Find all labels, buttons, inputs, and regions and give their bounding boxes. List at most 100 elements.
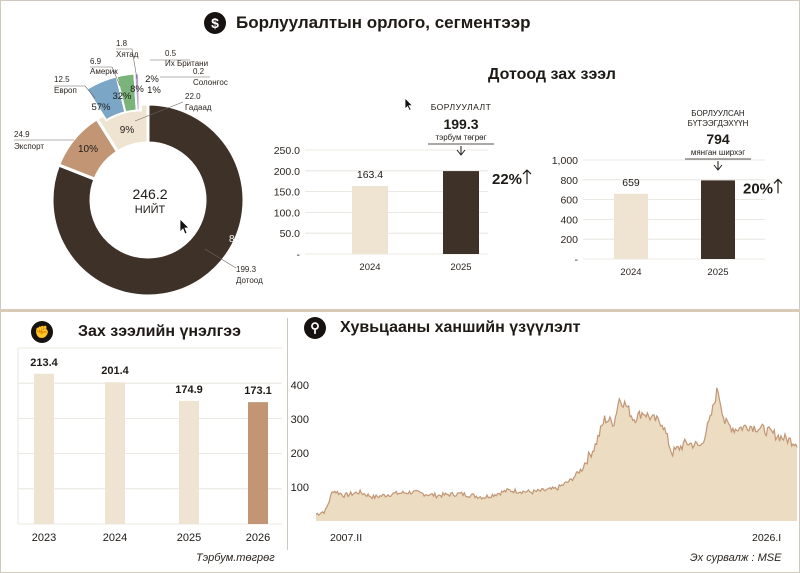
sales-highlight-value: 199.3: [443, 116, 478, 132]
bar: [701, 180, 735, 259]
donut-center-value: 246.2: [132, 186, 168, 202]
search-icon: ⚲: [304, 317, 326, 339]
y-tick-label: 300: [291, 414, 309, 426]
callout-leader: [54, 85, 96, 99]
callout-value: 0.5: [165, 49, 177, 58]
bar: [34, 373, 54, 524]
column-divider: [287, 318, 288, 550]
cursor-icon: [179, 218, 190, 235]
y-tick-label: 150.0: [274, 187, 300, 199]
callout-value: 12.5: [54, 75, 70, 84]
y-tick-label: 800: [560, 175, 578, 187]
fist-icon: ✊: [31, 321, 53, 343]
data-source: Эх сурвалж : MSE: [690, 552, 782, 564]
y-tick-label: 200: [291, 448, 309, 460]
callout-leader: [90, 66, 121, 87]
arrow-up-icon: [773, 178, 783, 194]
units-unit: мянган ширхэг: [691, 148, 745, 157]
callout-name: Америк: [90, 67, 118, 76]
bar-value-label: 213.4: [30, 357, 58, 369]
page-title: Борлуулалтын орлого, сегментээр: [236, 13, 531, 32]
donut-pct-label: 9%: [120, 125, 135, 136]
x-tick-label: 2024: [359, 262, 380, 273]
y-tick-label: 200: [560, 234, 578, 246]
donut-pct-label: 10%: [78, 144, 98, 155]
area-fill: [316, 387, 797, 521]
x-tick-label: 2025: [450, 262, 471, 273]
sales-unit: тэрбум төгрөг: [435, 133, 486, 142]
units-label-2: БҮТЭЭГДЭХҮҮН: [688, 119, 749, 128]
x-tick-label: 2024: [103, 532, 127, 544]
bar-value-label: 659: [622, 177, 640, 189]
growth-label: 20%: [743, 180, 773, 197]
callout-name: Солонгос: [193, 78, 228, 87]
donut-sub-pct-label: 1%: [147, 85, 161, 96]
x-tick-label: 2025: [177, 532, 201, 544]
callout-name: Гадаад: [185, 103, 212, 112]
arrow-down-icon: [456, 146, 466, 156]
callout-value: 199.3: [236, 265, 257, 274]
donut-sub-pct-label: 2%: [145, 74, 159, 85]
bar-value-label: 174.9: [175, 384, 203, 396]
y-tick-label: -: [575, 254, 579, 266]
x-tick-label: 2023: [32, 532, 56, 544]
dollar-icon: $: [204, 12, 226, 34]
y-tick-label: 100.0: [274, 207, 300, 219]
arrow-up-icon: [522, 169, 532, 185]
bar: [179, 400, 199, 524]
donut-center-label: НИЙТ: [134, 204, 166, 216]
donut-pct-label: 81%: [229, 234, 249, 245]
cursor-icon: [404, 97, 414, 112]
callout-value: 22.0: [185, 92, 201, 101]
callout-leader: [204, 248, 237, 269]
x-tick-label: 2026.I: [752, 532, 781, 544]
callout-leader: [116, 48, 138, 80]
bar: [248, 402, 268, 524]
y-tick-label: 50.0: [280, 228, 301, 240]
bar: [614, 193, 648, 259]
market-value-unit: Тэрбум.төгрөг: [196, 552, 275, 564]
bar-value-label: 201.4: [101, 365, 129, 377]
y-tick-label: 1,000: [552, 155, 578, 167]
y-tick-label: -: [297, 249, 301, 261]
y-tick-label: 200.0: [274, 166, 300, 178]
domestic-market-title: Дотоод зах зээл: [488, 66, 616, 83]
x-tick-label: 2024: [620, 267, 641, 278]
sales-label: БОРЛУУЛАЛТ: [431, 102, 492, 112]
bar: [352, 186, 388, 254]
bar-value-label: 173.1: [244, 385, 272, 397]
growth-label: 22%: [492, 171, 522, 188]
callout-name: Их Британи: [165, 59, 208, 68]
callout-value: 6.9: [90, 57, 102, 66]
price-line: [315, 387, 798, 516]
x-tick-label: 2026: [246, 532, 270, 544]
bar: [443, 171, 479, 254]
units-highlight-value: 794: [706, 131, 730, 147]
y-tick-label: 250.0: [274, 145, 300, 157]
y-tick-label: 100: [291, 482, 309, 494]
market-value-title: Зах зээлийн үнэлгээ: [78, 323, 241, 340]
callout-value: 0.2: [193, 67, 205, 76]
donut-sub-pct-label: 32%: [112, 91, 132, 102]
donut-sub-pct-label: 8%: [130, 84, 144, 95]
callout-name: Экспорт: [14, 142, 44, 151]
bar-value-label: 163.4: [357, 169, 383, 181]
arrow-down-icon: [713, 161, 723, 171]
bar: [105, 382, 125, 524]
callout-name: Европ: [54, 86, 77, 95]
y-tick-label: 400: [560, 214, 578, 226]
x-tick-label: 2007.II: [330, 532, 362, 544]
callout-value: 24.9: [14, 130, 30, 139]
share-price-title: Хувьцааны ханшийн үзүүлэлт: [340, 319, 581, 336]
donut-sub-pct-label: 57%: [91, 102, 111, 113]
x-tick-label: 2025: [707, 267, 728, 278]
callout-value: 1.8: [116, 39, 128, 48]
callout-name: Дотоод: [236, 276, 263, 285]
callout-leader: [134, 101, 184, 122]
